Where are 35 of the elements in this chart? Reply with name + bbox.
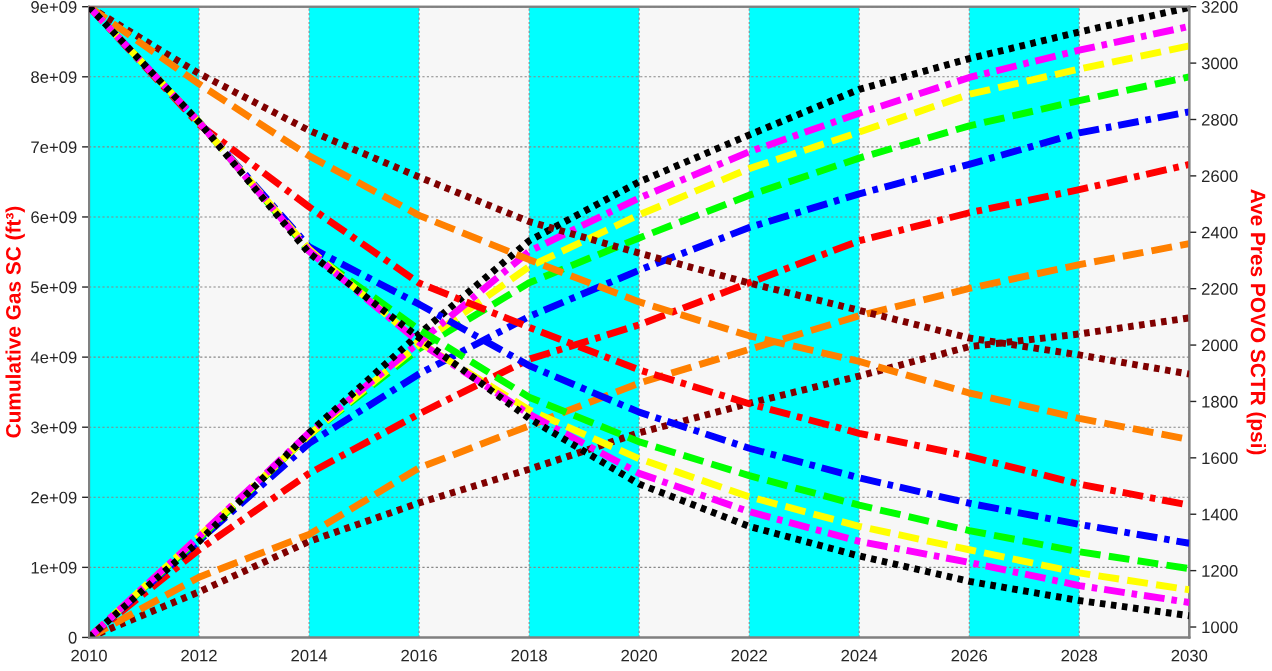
- x-tick-label: 2030: [1171, 649, 1208, 662]
- y2-tick-label: 1600: [1202, 452, 1238, 465]
- y2-tick-label: 2200: [1201, 283, 1238, 295]
- x-tick-label: 2022: [731, 649, 767, 662]
- y-axis-title: Cumulative Gas SC (ft³): [5, 206, 25, 438]
- x-tick-label: 2020: [621, 649, 657, 662]
- y2-tick-label: 2000: [1201, 339, 1238, 352]
- x-tick-label: 2012: [181, 649, 217, 662]
- x-tick-label: 2026: [951, 649, 988, 662]
- y-tick-label: 7e+09: [31, 141, 77, 154]
- y2-tick-label: 1800: [1202, 395, 1238, 408]
- x-tick-label: 2024: [841, 649, 878, 662]
- y-tick-label: 8e+09: [31, 71, 77, 83]
- y2-tick-label: 1000: [1202, 621, 1238, 634]
- y2-tick-label: 1400: [1202, 508, 1238, 521]
- y-tick-label: 6e+09: [31, 211, 77, 224]
- y2-tick-label: 2800: [1201, 113, 1238, 126]
- x-tick-label: 2010: [71, 649, 107, 662]
- y2-tick-label: 3000: [1201, 57, 1238, 70]
- y2-tick-label: 1200: [1202, 565, 1238, 577]
- x-tick-label: 2016: [401, 649, 437, 662]
- y-tick-label: 5e+09: [31, 281, 77, 294]
- x-tick-label: 2014: [291, 649, 328, 662]
- x-tick-label: 2028: [1061, 649, 1098, 662]
- y2-axis-title: Ave Pres POVO SCTR (psi): [1246, 189, 1266, 455]
- y-tick-label: 3e+09: [31, 421, 77, 434]
- y2-tick-label: 2600: [1201, 170, 1238, 183]
- y-tick-label: 9e+09: [31, 1, 77, 13]
- x-tick-label: 2018: [511, 649, 547, 662]
- y2-tick-label: 2400: [1201, 226, 1238, 239]
- y-tick-label: 0: [68, 631, 77, 644]
- y-tick-label: 1e+09: [31, 561, 77, 574]
- y-tick-label: 4e+09: [30, 351, 77, 364]
- y-tick-label: 2e+09: [31, 491, 77, 504]
- y2-tick-label: 3200: [1201, 1, 1238, 13]
